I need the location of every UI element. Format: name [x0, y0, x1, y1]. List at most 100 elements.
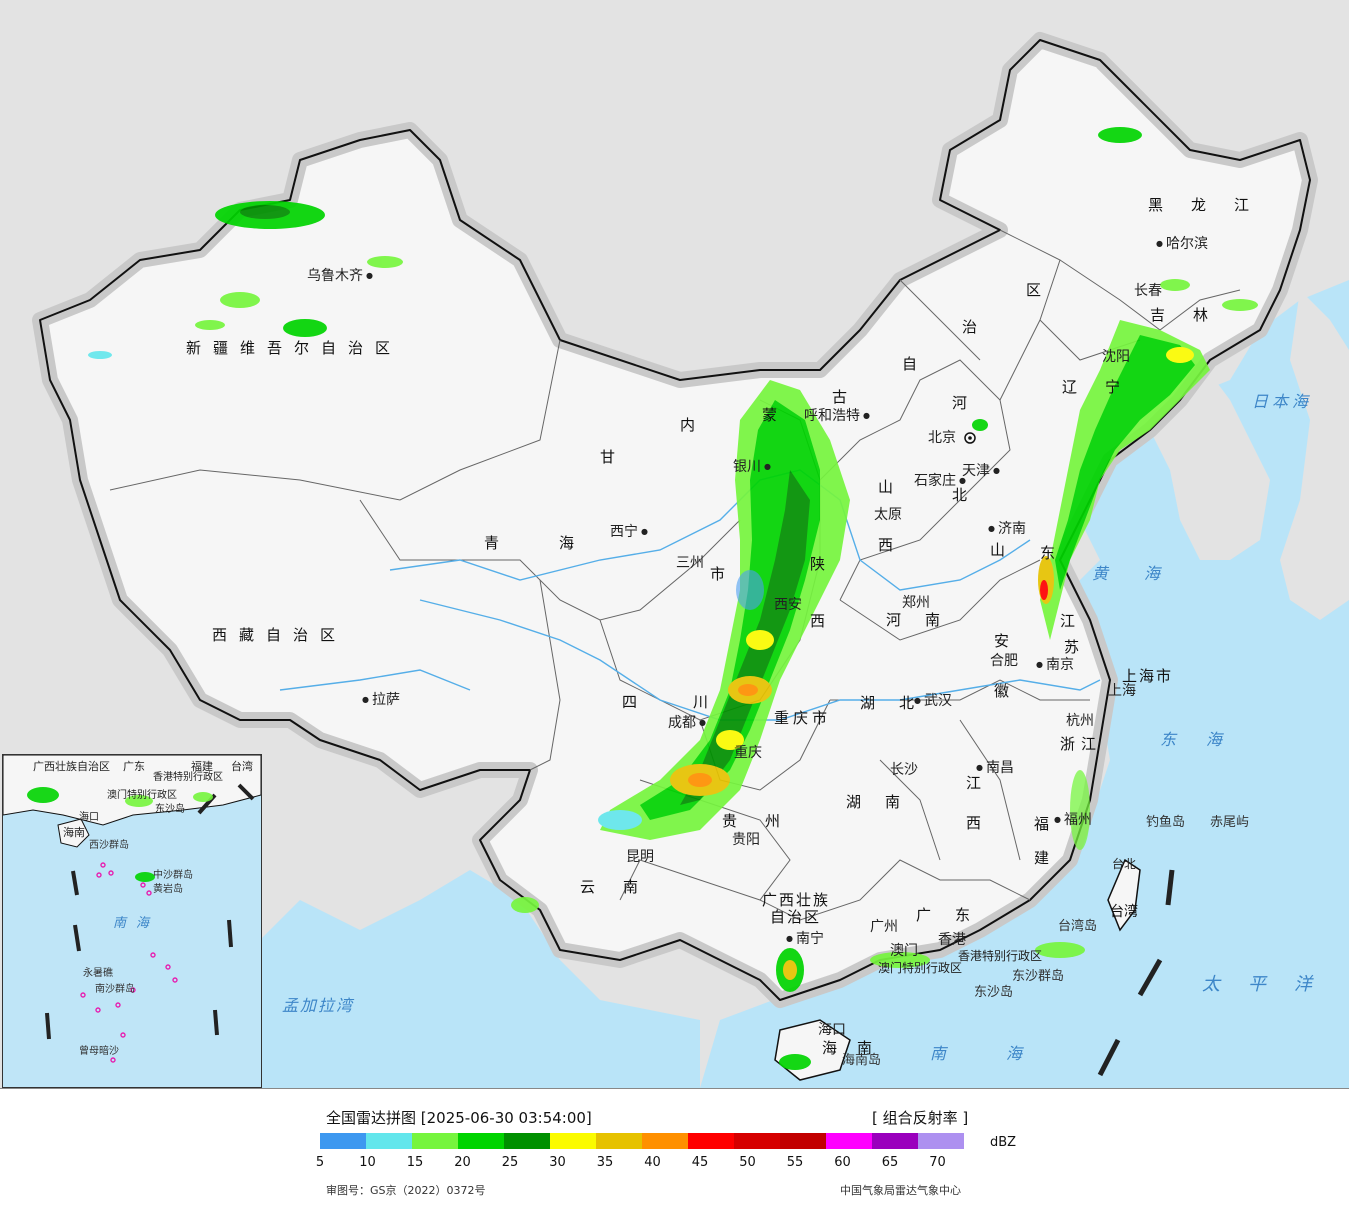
label-zhejiang: 浙江: [1060, 735, 1103, 753]
color-swatch: [872, 1133, 918, 1149]
city-tianjin: 天津: [962, 464, 1000, 478]
label-macao: 澳门特别行政区: [878, 961, 963, 975]
label-heilongjiang: 黑龙江: [1148, 196, 1278, 214]
island-diaoyu: 钓鱼岛: [1146, 815, 1186, 830]
scale-tick-label: 70: [929, 1155, 946, 1170]
sea-east: 东海: [1160, 730, 1253, 749]
label-jilin: 吉林: [1150, 306, 1237, 324]
label-shaanxi-xi: 西: [810, 612, 838, 630]
label-xizang: 西藏自治区: [212, 626, 348, 644]
inset-dongsha: 东沙岛: [155, 804, 185, 815]
island-dongsha: 东沙群岛: [1012, 969, 1065, 984]
scale-tick-label: 25: [501, 1155, 519, 1170]
inset-hainan: 海南: [63, 826, 85, 839]
city-chengdu: 成都: [668, 716, 706, 730]
city-jinan: 济南: [988, 522, 1026, 536]
china-border: [39, 39, 1311, 1001]
color-swatch: [366, 1133, 412, 1149]
island-taiwan: 台湾岛: [1058, 919, 1098, 934]
label-nei-zi: 自: [902, 355, 930, 373]
label-jiangxi-jiang: 江: [966, 774, 994, 792]
label-shanxi-xi: 西: [878, 536, 906, 554]
city-hongkong: 香港: [938, 932, 966, 948]
color-swatch: [458, 1133, 504, 1149]
label-taiwan: 台湾: [1110, 904, 1138, 920]
city-guiyang: 贵阳: [732, 832, 760, 848]
label-jiangxi-xi: 西: [966, 814, 994, 832]
color-swatch: [504, 1133, 550, 1149]
city-zhengzhou: 郑州: [902, 595, 930, 611]
label-henan: 河南: [886, 611, 965, 629]
label-shanxi-shan: 山: [878, 478, 906, 496]
inset-gd: 广东: [123, 760, 145, 773]
scale-tick-label: 65: [881, 1155, 899, 1170]
city-chongqing: 重庆: [734, 745, 762, 761]
city-yinchuan: 银川: [733, 460, 771, 474]
radar-echoes: [88, 127, 1258, 1070]
scale-tick-label: 10: [359, 1155, 376, 1170]
city-wuhan: 武汉: [914, 694, 952, 708]
label-taibei: 台北: [1112, 857, 1137, 871]
sea-pacific: 太平洋: [1202, 974, 1340, 995]
city-xian: 西安: [774, 597, 802, 613]
label-fujian-jian: 建: [1034, 849, 1062, 867]
inset-zhongsha: 中沙群岛: [153, 870, 193, 881]
label-guangxi-2: 自治区: [770, 908, 822, 926]
scale-tick-label: 45: [691, 1155, 709, 1170]
color-swatch: [688, 1133, 734, 1149]
south-china-sea-inset: 广西壮族自治区 广东 福建 台湾 香港特别行政区 澳门特别行政区 东沙岛 海口 …: [2, 754, 262, 1088]
city-kunming: 昆明: [626, 849, 654, 865]
color-scale-bar: [320, 1133, 964, 1149]
label-liaoning: 辽宁: [1062, 378, 1149, 396]
city-haikou: 海口: [818, 1022, 846, 1038]
city-harbin: 哈尔滨: [1156, 237, 1208, 251]
scale-tick-label: 40: [644, 1155, 661, 1170]
inset-zengmu: 曾母暗沙: [79, 1046, 119, 1057]
label-shi: 市: [710, 565, 738, 583]
label-yunnan: 云南: [580, 878, 667, 896]
inset-xisha: 西沙群岛: [89, 840, 129, 851]
inset-haikou: 海口: [79, 812, 99, 823]
color-swatch: [412, 1133, 458, 1149]
color-swatch: [734, 1133, 780, 1149]
city-shijiazhuang: 石家庄: [914, 474, 966, 488]
label-neimenggu-nei: 内: [680, 416, 708, 434]
island-dongsha-dao: 东沙岛: [974, 985, 1014, 1000]
legend-unit: dBZ: [990, 1135, 1017, 1150]
city-nanchang: 南昌: [976, 761, 1014, 775]
color-swatch: [918, 1133, 964, 1149]
city-xining: 西宁: [610, 525, 648, 539]
scale-tick-label: 15: [406, 1155, 424, 1170]
inset-nansha: 南沙群岛: [95, 984, 135, 995]
label-shanghai-shi: 上海市: [1122, 667, 1174, 685]
label-sanzhou: 三州: [676, 555, 704, 571]
label-anhui-an: 安: [994, 632, 1022, 650]
label-gansu: 甘: [600, 448, 628, 466]
city-macao: 澳门: [890, 943, 918, 959]
legend: 全国雷达拼图 [2025-06-30 03:54:00] [ 组合反射率 ] 5…: [0, 1088, 1349, 1209]
source-credit: 中国气象局雷达气象中心: [840, 1184, 961, 1197]
inset-am: 澳门特别行政区: [107, 790, 177, 801]
legend-title: 全国雷达拼图 [2025-06-30 03:54:00]: [326, 1109, 592, 1127]
color-swatch: [780, 1133, 826, 1149]
scale-tick-label: 55: [786, 1155, 804, 1170]
island-chiwei: 赤尾屿: [1210, 815, 1250, 830]
label-guangdong: 广东: [916, 906, 995, 924]
label-jiangsu-su: 苏: [1064, 638, 1092, 656]
scale-tick-label: 35: [596, 1155, 614, 1170]
approval-number: 审图号：GS京（2022）0372号: [326, 1184, 486, 1197]
label-nei-zhi: 治: [962, 318, 990, 336]
label-shandong-dong: 东: [1040, 544, 1068, 562]
inset-yongshu: 永暑礁: [83, 968, 113, 979]
label-nei-qu: 区: [1026, 281, 1054, 299]
label-hebei-he: 河: [952, 394, 980, 412]
label-xinjiang: 新疆维吾尔自治区: [186, 339, 403, 357]
label-neimenggu-gu: 古: [832, 388, 860, 406]
label-hainan: 海南: [822, 1039, 893, 1057]
city-lhasa: 拉萨: [362, 693, 400, 707]
city-taiyuan: 太原: [874, 507, 902, 523]
inset-xg: 香港特别行政区: [153, 772, 223, 783]
label-shandong-shan: 山: [990, 541, 1018, 559]
color-swatch: [826, 1133, 872, 1149]
label-jiangsu-jiang: 江: [1060, 612, 1088, 630]
